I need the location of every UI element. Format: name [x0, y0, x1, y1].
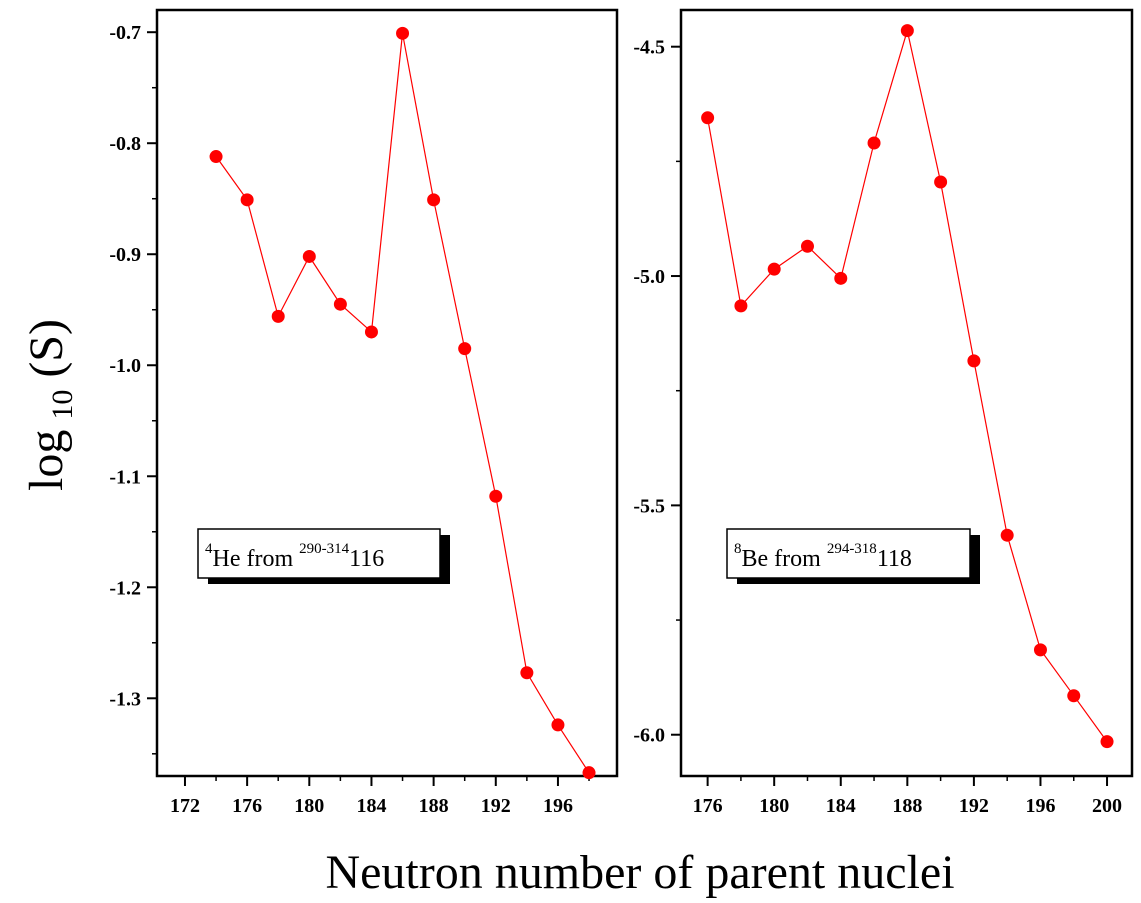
x-tick-label: 192	[481, 795, 511, 817]
legend-box	[726, 528, 971, 579]
x-tick-label: 180	[294, 795, 324, 817]
data-point	[734, 299, 748, 313]
data-point	[271, 309, 285, 323]
legend-emitted-nucleus: Be from	[742, 546, 827, 572]
data-point	[834, 271, 848, 285]
x-tick-label: 176	[693, 795, 723, 817]
y-tick-label: -1.0	[109, 355, 141, 377]
data-point	[551, 718, 565, 732]
data-point	[302, 249, 316, 263]
legend-superscript-range: 294-318	[827, 541, 877, 557]
y-axis-title-subscript: 10	[46, 390, 79, 420]
x-tick-label: 200	[1092, 795, 1122, 817]
x-tick-label: 184	[826, 795, 856, 817]
data-point	[427, 193, 441, 207]
data-point	[767, 262, 781, 276]
x-tick-label: 196	[543, 795, 573, 817]
x-tick-label: 196	[1025, 795, 1055, 817]
data-point	[209, 150, 223, 164]
y-tick-label: -1.2	[109, 577, 141, 599]
y-axis-title-tail: (S)	[20, 319, 73, 378]
y-tick-label: -0.8	[109, 133, 141, 155]
legend-label: 4He from 290-314116	[205, 541, 384, 572]
y-tick-label: -5.5	[633, 495, 665, 517]
y-tick-label: -4.5	[633, 37, 665, 59]
y-tick-label: -1.1	[109, 466, 141, 488]
data-point	[800, 239, 814, 253]
legend-superscript-mass: 8	[734, 541, 742, 557]
data-point	[333, 297, 347, 311]
data-point	[582, 766, 596, 780]
legend-emitted-nucleus: He from	[213, 546, 300, 572]
legend: 8Be from 294-318118	[726, 528, 980, 584]
data-point	[1100, 735, 1114, 749]
legend-parent-element: 116	[349, 546, 384, 572]
series-line	[707, 30, 1108, 742]
legend-box	[197, 528, 441, 579]
legend-superscript-mass: 4	[205, 541, 213, 557]
data-point	[396, 26, 410, 40]
x-tick-label: 172	[170, 795, 200, 817]
legend-parent-element: 118	[877, 546, 912, 572]
data-point	[364, 325, 378, 339]
y-tick-label: -0.7	[109, 22, 141, 44]
data-point	[458, 342, 472, 356]
data-point	[489, 489, 503, 503]
x-tick-label: 188	[419, 795, 449, 817]
plot-frame	[679, 8, 1134, 778]
data-point	[967, 354, 981, 368]
plot-frame	[155, 8, 619, 778]
data-point	[867, 136, 881, 150]
y-tick-label: -6.0	[633, 725, 665, 747]
data-point	[934, 175, 948, 189]
y-axis-title: log 10 (S)	[20, 319, 79, 491]
left-panel: 172 176 180 184 188 192 196 -0.7 -0.8 -0.9 -1.0 -1.…	[109, 8, 619, 817]
legend-superscript-range: 290-314	[299, 541, 349, 557]
right-panel: 176 180 184 188 192 196 200 -4.5 -5.0 -5.5 -6.0 8Be…	[633, 8, 1134, 817]
y-axis-title-main: log	[20, 430, 73, 491]
data-point	[701, 111, 715, 125]
data-point	[240, 193, 254, 207]
data-point	[1033, 643, 1047, 657]
y-tick-label: -5.0	[633, 266, 665, 288]
x-tick-label: 188	[892, 795, 922, 817]
legend-label: 8Be from 294-318118	[734, 541, 912, 572]
x-tick-label: 192	[959, 795, 989, 817]
legend: 4He from 290-314116	[197, 528, 450, 584]
series-line	[215, 33, 590, 774]
data-point	[1067, 689, 1081, 703]
y-tick-label: -1.3	[109, 688, 141, 710]
x-tick-label: 184	[356, 795, 386, 817]
x-tick-label: 180	[759, 795, 789, 817]
data-point	[900, 24, 914, 38]
y-tick-label: -0.9	[109, 244, 141, 266]
data-point	[520, 666, 534, 680]
x-tick-label: 176	[232, 795, 262, 817]
x-axis-title: Neutron number of parent nuclei	[325, 846, 954, 899]
data-point	[1000, 528, 1014, 542]
